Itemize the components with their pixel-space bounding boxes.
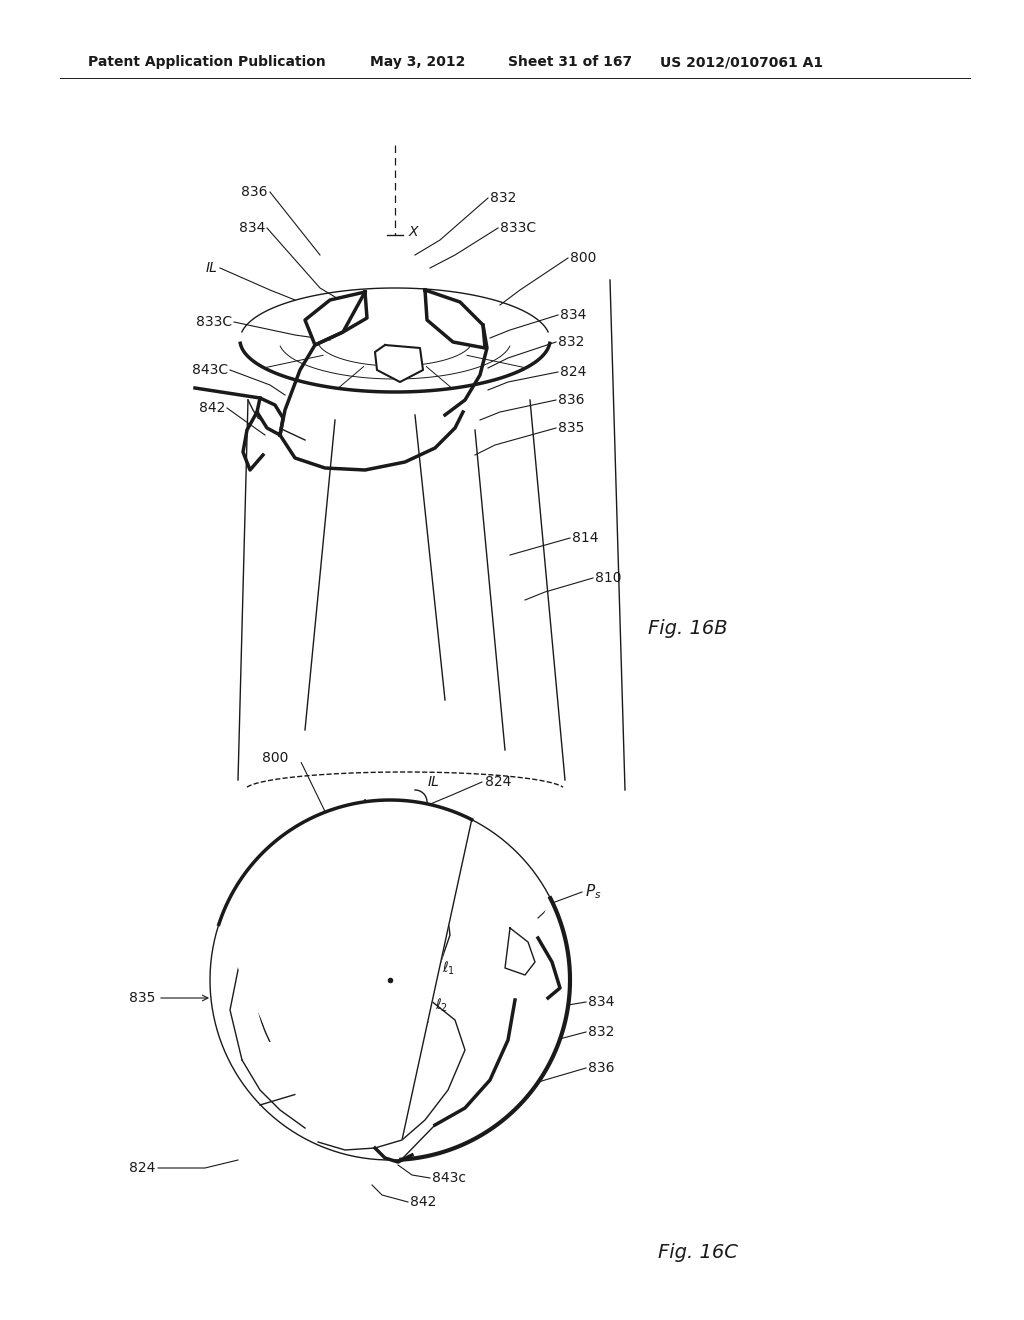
Text: 833C: 833C [500, 220, 537, 235]
Text: Sheet 31 of 167: Sheet 31 of 167 [508, 55, 632, 69]
Text: Fig. 16C: Fig. 16C [658, 1242, 738, 1262]
Text: 814: 814 [572, 531, 598, 545]
Text: 834: 834 [588, 995, 614, 1008]
Text: $\ell_2$: $\ell_2$ [435, 997, 449, 1014]
Text: 832: 832 [490, 191, 516, 205]
Text: 832: 832 [558, 335, 585, 348]
Polygon shape [219, 800, 472, 1150]
Text: 800: 800 [570, 251, 596, 265]
Text: 835: 835 [129, 991, 155, 1005]
Text: 834: 834 [560, 308, 587, 322]
Text: 800: 800 [261, 751, 288, 766]
Text: 836: 836 [588, 1061, 614, 1074]
Text: 842: 842 [410, 1195, 436, 1209]
Text: 843C: 843C [191, 363, 228, 378]
Text: Fig. 16B: Fig. 16B [648, 619, 728, 638]
Text: R: R [312, 898, 322, 912]
Text: $\ell_1$: $\ell_1$ [442, 960, 456, 977]
Polygon shape [505, 928, 535, 975]
Text: 836: 836 [242, 185, 268, 199]
Polygon shape [305, 292, 367, 345]
Polygon shape [375, 345, 423, 381]
Text: May 3, 2012: May 3, 2012 [370, 55, 465, 69]
Text: 824: 824 [560, 366, 587, 379]
Text: 835: 835 [558, 421, 585, 436]
Text: 836: 836 [558, 393, 585, 407]
Text: r: r [332, 945, 338, 960]
Polygon shape [401, 899, 570, 1160]
Text: $P_E$: $P_E$ [362, 1043, 380, 1061]
Polygon shape [257, 399, 283, 436]
Text: US 2012/0107061 A1: US 2012/0107061 A1 [660, 55, 823, 69]
Text: IL: IL [428, 775, 440, 789]
Text: IL: IL [206, 261, 218, 275]
Text: Patent Application Publication: Patent Application Publication [88, 55, 326, 69]
Text: X: X [409, 224, 419, 239]
Text: $P_s$: $P_s$ [585, 883, 601, 902]
Text: 833C: 833C [196, 315, 232, 329]
Text: 843c: 843c [432, 1171, 466, 1185]
Text: 824: 824 [485, 775, 511, 789]
Text: 824: 824 [129, 1162, 155, 1175]
Text: 832: 832 [588, 1026, 614, 1039]
Text: 834: 834 [239, 220, 265, 235]
Text: 842: 842 [199, 401, 225, 414]
Text: 810: 810 [595, 572, 622, 585]
Polygon shape [425, 290, 485, 348]
